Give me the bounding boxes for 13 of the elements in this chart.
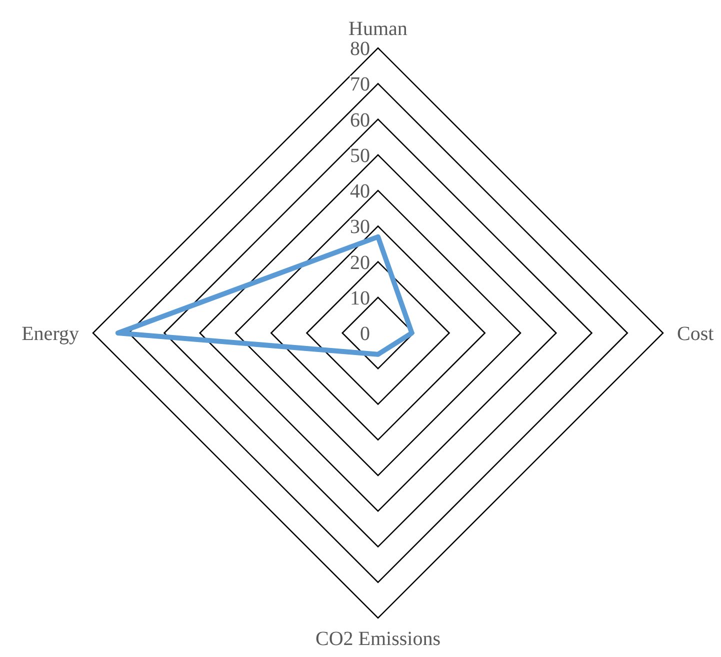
y-tick-label: 70 [350, 74, 370, 96]
y-tick-label: 40 [350, 180, 370, 202]
y-tick-label: 60 [350, 109, 370, 132]
y-tick-label: 20 [350, 252, 370, 274]
y-tick-label: 10 [350, 287, 370, 310]
y-tick-label: 0 [360, 323, 370, 345]
spoke-label: Cost [677, 323, 714, 345]
y-tick-label: 30 [350, 216, 370, 238]
spoke-label: Energy [22, 323, 79, 345]
y-tick-label: 50 [350, 144, 370, 167]
spoke-label: CO2 Emissions [315, 628, 441, 650]
y-tick-label: 80 [350, 38, 370, 60]
spoke-label: Human [348, 18, 408, 40]
